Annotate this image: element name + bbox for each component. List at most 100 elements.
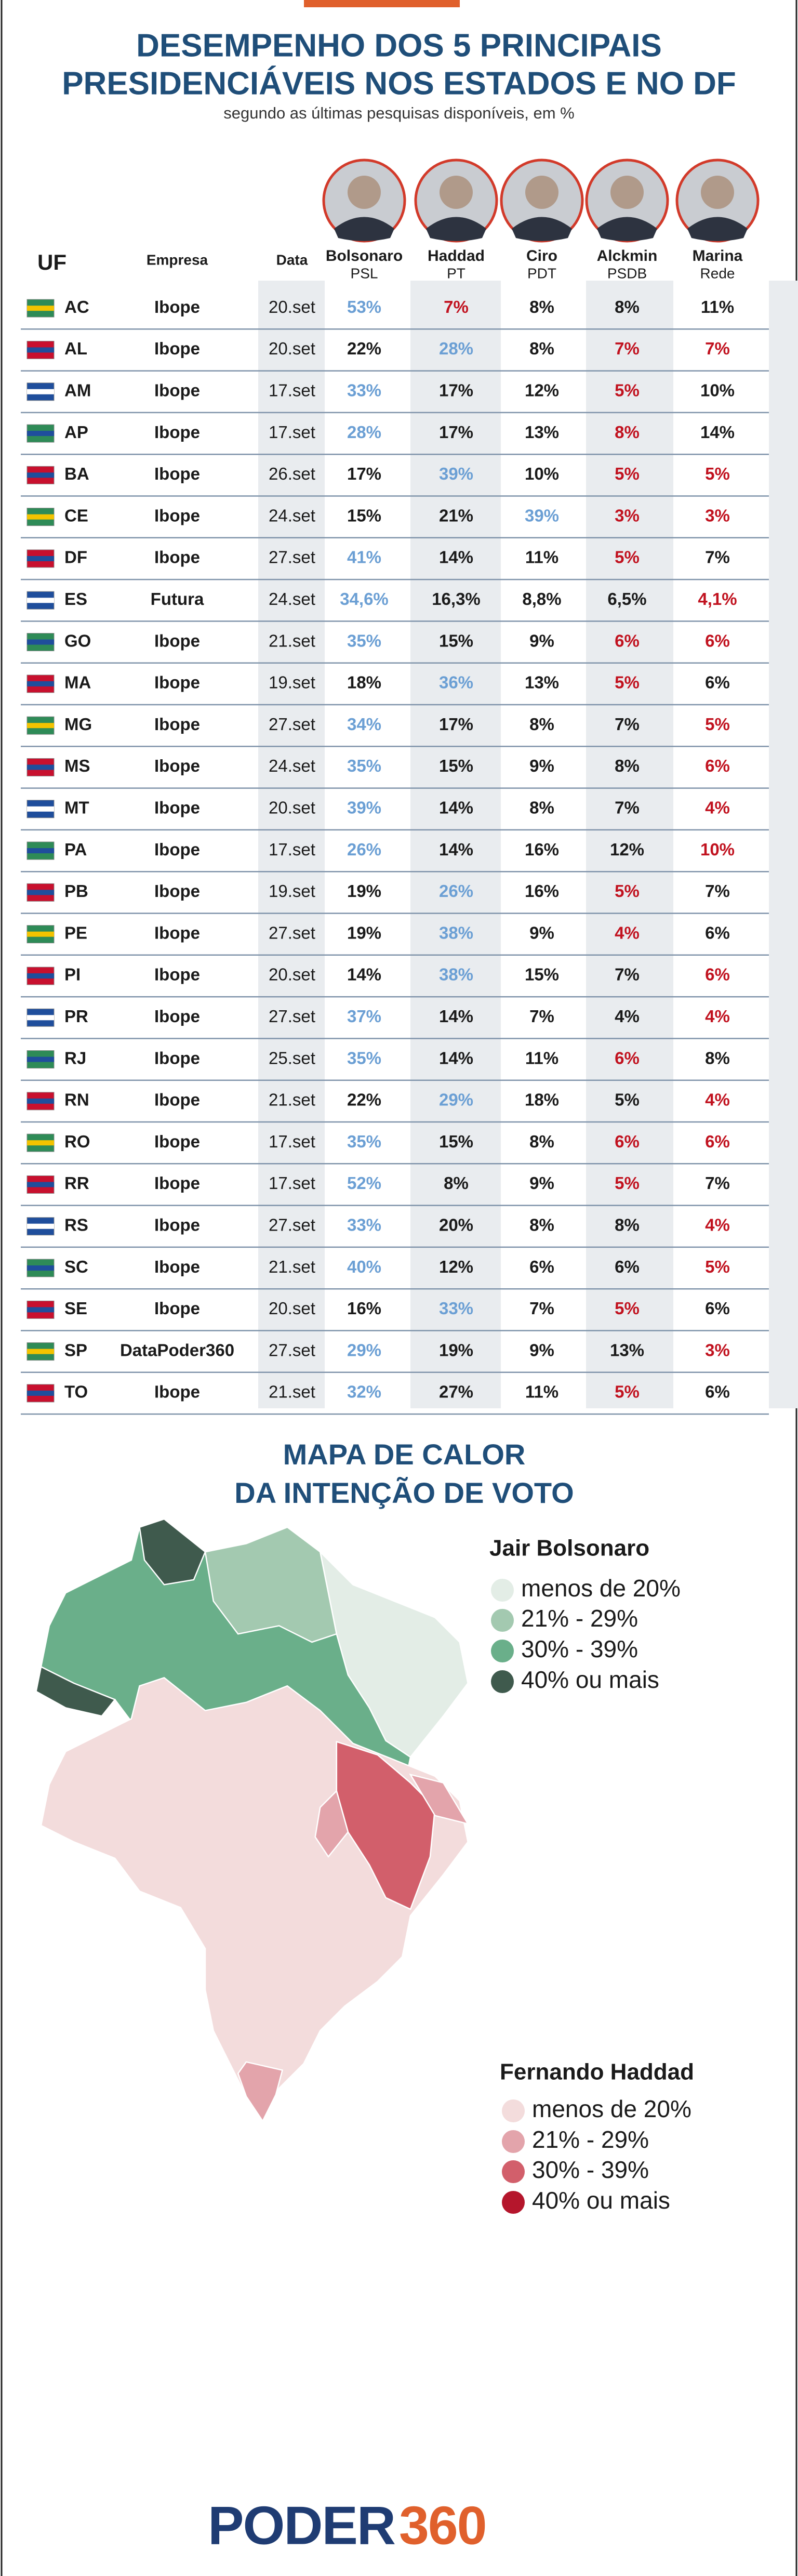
cell-value: 16%: [347, 1299, 381, 1318]
cell-value: 6%: [529, 1257, 554, 1276]
cell-value: 16,3%: [432, 589, 481, 609]
flag-stripe: [27, 598, 54, 603]
cell-value: 5%: [705, 464, 730, 483]
uf: RJ: [64, 1048, 86, 1067]
cell-value: 16%: [525, 840, 559, 859]
flag-stripe: [27, 514, 54, 520]
photo-body: [687, 217, 748, 241]
cell-value: 16%: [525, 881, 559, 901]
company: Ibope: [154, 1048, 200, 1067]
flag-stripe: [27, 472, 54, 478]
cell-value: 5%: [615, 673, 640, 692]
column-shade: [769, 281, 798, 1408]
flag-stripe: [27, 723, 54, 729]
cell-value: 15%: [347, 506, 381, 525]
cell-value: 11%: [525, 1382, 558, 1402]
flag-stripe: [27, 764, 54, 770]
uf: PA: [64, 840, 87, 859]
cell-value: 22%: [347, 339, 381, 358]
cell-value: 5%: [615, 1173, 640, 1193]
company: Ibope: [154, 881, 200, 901]
cell-value: 7%: [705, 881, 730, 901]
company: Ibope: [154, 965, 200, 984]
candidate-party: PT: [447, 265, 466, 281]
map-haddad: [40, 1676, 470, 2123]
legend-label: menos de 20%: [521, 1575, 681, 1602]
cell-value: 13%: [610, 1340, 644, 1359]
cell-value: 4%: [615, 923, 640, 942]
date: 27.set: [269, 1007, 315, 1026]
candidate-name: Bolsonaro: [326, 247, 403, 265]
cell-value: 4%: [705, 1215, 730, 1234]
flag-stripe: [27, 389, 54, 394]
region: [319, 1550, 469, 1758]
cell-value: 7%: [529, 1299, 554, 1318]
title-line: PRESIDENCIÁVEIS NOS ESTADOS E NO DF: [62, 65, 736, 101]
region: [204, 1526, 338, 1643]
cell-value: 5%: [615, 464, 640, 483]
cell-value: 6%: [615, 1132, 640, 1151]
photo-body: [597, 217, 657, 241]
cell-value: 9%: [529, 631, 554, 650]
cell-value: 28%: [439, 339, 473, 358]
photo-head: [701, 176, 734, 209]
legend-swatch: [502, 2191, 525, 2214]
cell-value: 7%: [705, 339, 730, 358]
cell-value: 6%: [705, 1299, 730, 1318]
cell-value: 12%: [439, 1257, 473, 1276]
flag-stripe: [27, 806, 54, 812]
cell-value: 6,5%: [607, 589, 646, 609]
column-header: Data: [276, 252, 308, 268]
cell-value: 37%: [347, 1007, 381, 1026]
uf: SC: [64, 1257, 88, 1276]
cell-value: 5%: [615, 1090, 640, 1109]
column-header: Empresa: [147, 252, 208, 268]
cell-value: 33%: [439, 1299, 473, 1318]
cell-value: 39%: [525, 506, 559, 525]
cell-value: 7%: [615, 798, 640, 817]
date: 27.set: [269, 923, 315, 942]
column-shade: [410, 281, 501, 1408]
cell-value: 17%: [439, 380, 473, 400]
cell-value: 13%: [525, 673, 559, 692]
region: [35, 1666, 116, 1717]
legend-label: menos de 20%: [532, 2095, 691, 2122]
date: 20.set: [269, 1299, 315, 1318]
cell-value: 12%: [610, 840, 644, 859]
cell-value: 8%: [615, 1215, 640, 1234]
uf: RO: [64, 1132, 90, 1151]
date: 25.set: [269, 1048, 315, 1067]
uf: MS: [64, 756, 90, 775]
flag-stripe: [27, 556, 54, 561]
cell-value: 3%: [705, 1340, 730, 1359]
uf: PI: [64, 965, 81, 984]
uf: SE: [64, 1299, 87, 1318]
region: [139, 1518, 206, 1586]
region: [314, 1789, 349, 1858]
cell-value: 14%: [439, 1007, 473, 1026]
uf: RS: [64, 1215, 88, 1234]
company: Ibope: [154, 798, 200, 817]
date: 21.set: [269, 1090, 315, 1109]
cell-value: 32%: [347, 1382, 381, 1402]
cell-value: 15%: [439, 631, 473, 650]
cell-value: 14%: [439, 840, 473, 859]
map-title-line: MAPA DE CALOR: [283, 1438, 526, 1471]
legend-label: 30% - 39%: [521, 1635, 638, 1662]
candidate-name: Alckmin: [597, 247, 658, 265]
uf: AC: [64, 297, 89, 316]
company: Ibope: [154, 339, 200, 358]
company: Ibope: [154, 380, 200, 400]
region: [237, 2061, 284, 2123]
cell-value: 8%: [529, 798, 554, 817]
cell-value: 8%: [529, 339, 554, 358]
cell-value: 35%: [347, 631, 381, 650]
flag-stripe: [27, 1307, 54, 1313]
photo-body: [334, 217, 394, 241]
cell-value: 7%: [615, 715, 640, 734]
legend-title: Jair Bolsonaro: [489, 1536, 649, 1561]
cell-value: 4,1%: [698, 589, 737, 609]
company: Ibope: [154, 297, 200, 316]
cell-value: 17%: [439, 422, 473, 442]
